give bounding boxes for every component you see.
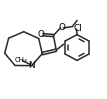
Text: Cl: Cl bbox=[74, 24, 82, 32]
Text: O: O bbox=[38, 30, 45, 39]
Text: N: N bbox=[28, 61, 35, 70]
Text: O: O bbox=[59, 23, 65, 32]
Text: CH₃: CH₃ bbox=[15, 57, 27, 63]
